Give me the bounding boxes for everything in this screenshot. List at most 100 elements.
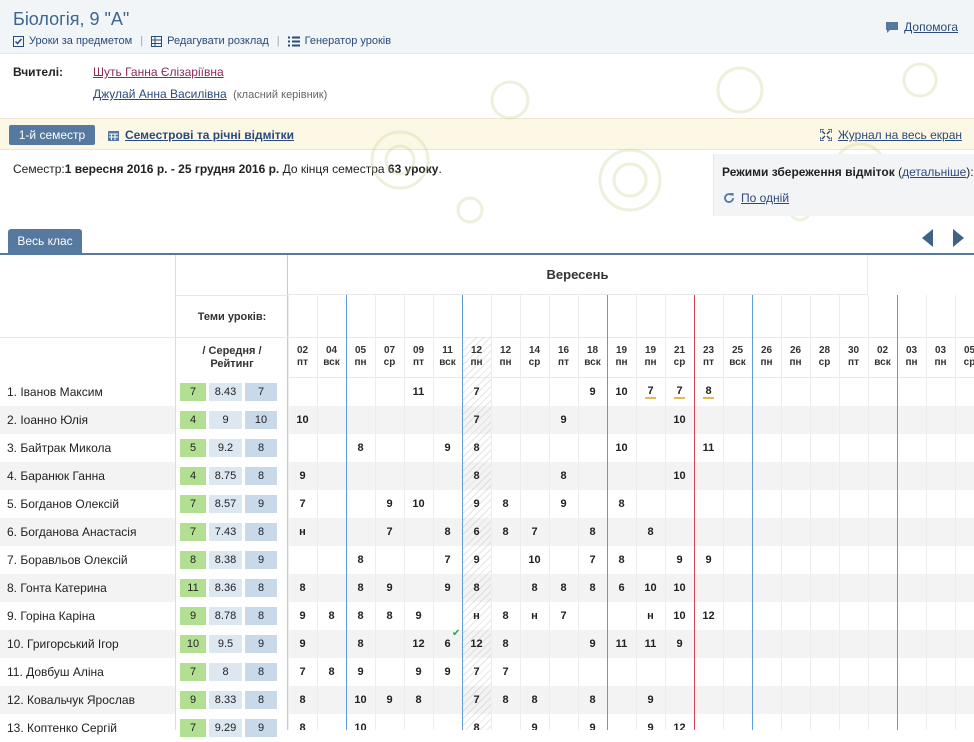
mark-cell[interactable] — [868, 714, 897, 730]
mark-cell[interactable] — [665, 658, 694, 686]
mark-cell[interactable] — [375, 658, 404, 686]
mark-cell[interactable] — [636, 658, 665, 686]
mark-cell[interactable] — [810, 602, 839, 630]
day-header[interactable]: 05 ср — [955, 345, 974, 369]
mark-cell[interactable]: 8 — [375, 602, 404, 630]
mark-cell[interactable] — [955, 378, 974, 406]
mark-cell[interactable]: 7 — [665, 378, 694, 406]
mark-cell[interactable] — [926, 630, 955, 658]
lesson-generator-button[interactable]: Генератор уроків — [287, 35, 391, 47]
mark-cell[interactable] — [723, 378, 752, 406]
mark-cell[interactable] — [723, 546, 752, 574]
student-name[interactable]: 2. Іоанно Юлія — [7, 413, 89, 427]
mark-cell[interactable] — [868, 406, 897, 434]
mark-cell[interactable]: 8 — [346, 434, 375, 462]
mark-cell[interactable]: 8 — [317, 602, 346, 630]
mark-cell[interactable] — [578, 434, 607, 462]
mark-cell[interactable]: 8 — [520, 686, 549, 714]
mark-cell[interactable] — [752, 574, 781, 602]
student-name[interactable]: 6. Богданова Анастасія — [7, 525, 137, 539]
mark-cell[interactable] — [404, 546, 433, 574]
mark-cell[interactable] — [810, 490, 839, 518]
mark-cell[interactable]: 10 — [665, 406, 694, 434]
mark-cell[interactable]: 9 — [375, 490, 404, 518]
mark-cell[interactable] — [897, 686, 926, 714]
mark-cell[interactable] — [868, 490, 897, 518]
mark-cell[interactable]: 7 — [433, 546, 462, 574]
mark-cell[interactable]: 7 — [462, 658, 491, 686]
mark-cell[interactable]: 8 — [694, 378, 723, 406]
mark-cell[interactable] — [723, 658, 752, 686]
mark-cell[interactable] — [868, 602, 897, 630]
mark-cell[interactable]: 9 — [288, 630, 317, 658]
mark-cell[interactable] — [578, 602, 607, 630]
mark-cell[interactable] — [839, 630, 868, 658]
mark-cell[interactable] — [897, 462, 926, 490]
mark-cell[interactable] — [491, 462, 520, 490]
mark-cell[interactable]: 9 — [288, 462, 317, 490]
student-name[interactable]: 1. Іванов Максим — [7, 385, 103, 399]
day-header[interactable]: 12 пн — [491, 345, 520, 369]
mark-cell[interactable] — [781, 686, 810, 714]
mark-cell[interactable]: н — [520, 602, 549, 630]
mark-cell[interactable] — [868, 462, 897, 490]
mark-cell[interactable] — [607, 658, 636, 686]
mark-cell[interactable] — [752, 490, 781, 518]
mark-cell[interactable] — [636, 490, 665, 518]
mark-cell[interactable] — [955, 546, 974, 574]
mark-cell[interactable] — [288, 378, 317, 406]
mark-cell[interactable] — [868, 574, 897, 602]
student-name[interactable]: 4. Баранюк Ганна — [7, 469, 105, 483]
mark-cell[interactable] — [694, 490, 723, 518]
mark-cell[interactable] — [723, 462, 752, 490]
mark-cell[interactable]: 8 — [288, 686, 317, 714]
arrow-right-icon[interactable] — [952, 229, 964, 247]
mark-cell[interactable] — [810, 406, 839, 434]
mark-cell[interactable] — [752, 518, 781, 546]
mark-cell[interactable] — [549, 434, 578, 462]
mark-cell[interactable] — [346, 406, 375, 434]
day-header[interactable]: 23 пт — [694, 345, 723, 369]
mark-cell[interactable] — [317, 462, 346, 490]
mark-cell[interactable] — [694, 518, 723, 546]
mark-cell[interactable]: 7 — [549, 602, 578, 630]
mark-cell[interactable]: 8 — [462, 462, 491, 490]
mark-cell[interactable] — [868, 686, 897, 714]
mark-cell[interactable] — [346, 378, 375, 406]
mark-cell[interactable] — [752, 434, 781, 462]
day-header[interactable]: 11 вск — [433, 345, 462, 369]
mark-cell[interactable] — [346, 490, 375, 518]
mark-cell[interactable]: 8 — [491, 518, 520, 546]
mark-cell[interactable] — [781, 658, 810, 686]
help-link[interactable]: Допомога — [886, 20, 958, 34]
mark-cell[interactable] — [607, 518, 636, 546]
semester-button[interactable]: 1-й семестр — [9, 125, 95, 145]
mark-cell[interactable]: 9 — [346, 658, 375, 686]
mark-cell[interactable] — [926, 574, 955, 602]
mark-cell[interactable] — [723, 406, 752, 434]
mark-cell[interactable] — [578, 462, 607, 490]
mark-cell[interactable] — [926, 686, 955, 714]
mark-cell[interactable]: н — [288, 518, 317, 546]
save-one-by-one-option[interactable]: По одній — [723, 191, 789, 205]
mark-cell[interactable]: 9 — [636, 714, 665, 730]
mark-cell[interactable] — [549, 630, 578, 658]
mark-cell[interactable]: 10 — [665, 602, 694, 630]
mark-cell[interactable] — [926, 518, 955, 546]
mark-cell[interactable] — [491, 378, 520, 406]
mark-cell[interactable]: 8 — [288, 714, 317, 730]
mark-cell[interactable] — [607, 406, 636, 434]
mark-cell[interactable] — [839, 714, 868, 730]
mark-cell[interactable]: 8 — [404, 686, 433, 714]
mark-cell[interactable] — [839, 378, 868, 406]
mark-cell[interactable] — [810, 714, 839, 730]
mark-cell[interactable] — [578, 658, 607, 686]
mark-cell[interactable]: 9 — [462, 546, 491, 574]
mark-cell[interactable]: 9 — [665, 546, 694, 574]
mark-cell[interactable] — [839, 658, 868, 686]
mark-cell[interactable] — [375, 546, 404, 574]
mark-cell[interactable] — [317, 574, 346, 602]
mark-cell[interactable] — [810, 518, 839, 546]
mark-cell[interactable] — [955, 518, 974, 546]
mark-cell[interactable] — [955, 630, 974, 658]
